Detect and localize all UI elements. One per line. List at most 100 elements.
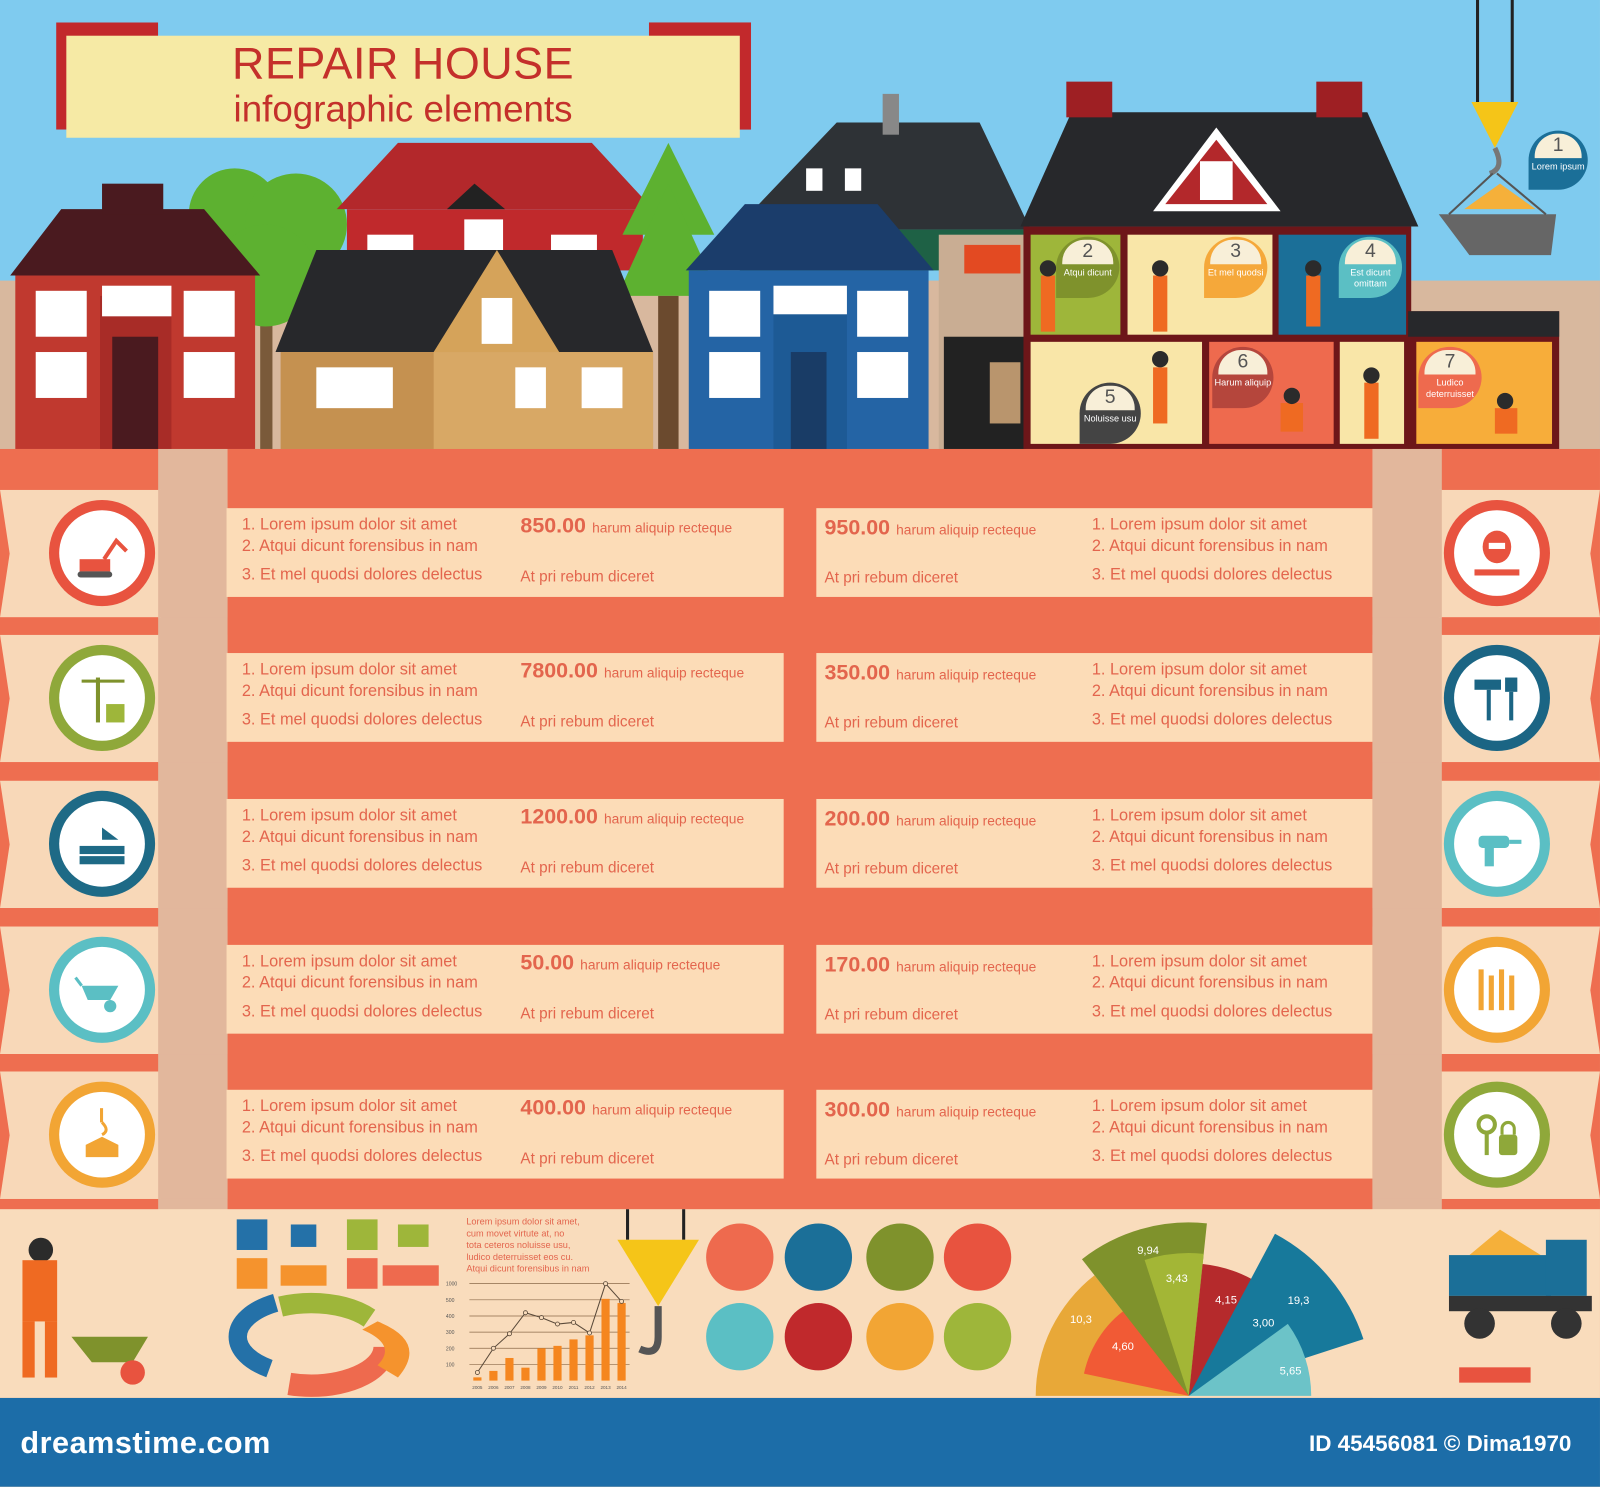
list-item: 1. Lorem ipsum dolor sit amet <box>1091 661 1307 679</box>
x-tick-label: 2013 <box>600 1385 611 1390</box>
list-item: 1. Lorem ipsum dolor sit amet <box>1091 953 1307 971</box>
slice-label: 4,60 <box>1112 1341 1134 1353</box>
price-note: At pri rebum diceret <box>824 1151 959 1169</box>
price-value: 300.00 <box>824 1097 891 1122</box>
price-caption: harum aliquip recteque <box>896 813 1037 829</box>
info-card-right: 300.00 harum aliquip recteque At pri rebu… <box>816 1089 1373 1179</box>
slice-label: 3,00 <box>1252 1317 1274 1329</box>
price-caption: harum aliquip recteque <box>896 1104 1037 1120</box>
footer-brand[interactable]: dreamstime.com <box>20 1426 271 1461</box>
room-tag-3: 3 Et mel quodsi <box>1204 236 1268 298</box>
y-tick-label: 500 <box>446 1298 455 1304</box>
right-row-icon-badge <box>1443 499 1550 607</box>
paragraph-line: Lorem ipsum dolor sit amet, <box>466 1216 580 1227</box>
dark-red-house <box>10 183 261 449</box>
page-title: REPAIR HOUSE <box>232 38 575 89</box>
left-row-icon-badge <box>48 936 156 1043</box>
list-item: 3. Et mel quodsi dolores delectus <box>1091 1003 1333 1021</box>
color-swatches <box>236 1219 439 1289</box>
price-caption: harum aliquip recteque <box>592 520 733 536</box>
y-tick-label: 400 <box>446 1314 455 1320</box>
room-label: Atqui dicunt <box>1063 267 1112 278</box>
slice-label: 5,65 <box>1280 1365 1302 1377</box>
polar-slice <box>1144 1253 1204 1396</box>
list-item: 1. Lorem ipsum dolor sit amet <box>241 1097 457 1116</box>
price-value: 400.00 <box>520 1095 586 1120</box>
x-tick-label: 2009 <box>536 1385 547 1390</box>
right-row-icon-badge <box>1443 644 1550 752</box>
worker-circle-icons <box>706 1223 1012 1371</box>
list-item: 2. Atqui dicunt forensibus in nam <box>241 537 478 556</box>
right-ribbon-fold <box>1372 1071 1442 1199</box>
right-row-icon-badge <box>1443 1081 1550 1188</box>
list-item: 2. Atqui dicunt forensibus in nam <box>241 1119 478 1137</box>
list-item: 3. Et mel quodsi dolores delectus <box>241 566 483 584</box>
right-ribbon-fold <box>1372 926 1442 1055</box>
list-item: 2. Atqui dicunt forensibus in nam <box>241 828 478 846</box>
room-tag-6: 6 Harum aliquip <box>1212 346 1274 409</box>
list-item: 1. Lorem ipsum dolor sit amet <box>1091 807 1307 825</box>
line-point <box>506 1331 512 1337</box>
x-tick-label: 2011 <box>569 1385 579 1390</box>
icon-disc <box>59 1091 145 1178</box>
paint-roller-brush-icon <box>1474 677 1518 721</box>
info-card-right: 950.00 harum aliquip recteque At pri rebu… <box>816 508 1373 597</box>
list-item: 1. Lorem ipsum dolor sit amet <box>241 516 457 534</box>
keys-lock-icon <box>1476 1114 1518 1156</box>
left-ribbon-fold <box>158 926 228 1055</box>
welding-mask-icon <box>1474 530 1520 576</box>
room-tag-2: 2 Atqui dicunt <box>1056 236 1120 298</box>
price-value: 950.00 <box>824 516 891 540</box>
wheelbarrow-icon <box>74 976 119 1013</box>
room-number: 4 <box>1344 239 1396 265</box>
list-item: 2. Atqui dicunt forensibus in nam <box>1091 537 1328 556</box>
room-label: Et mel quodsi <box>1207 267 1264 278</box>
list-item: 3. Et mel quodsi dolores delectus <box>241 1147 483 1166</box>
blue-house <box>685 204 934 449</box>
y-tick-label: 300 <box>446 1330 455 1336</box>
dump-truck-icon <box>1448 1229 1592 1383</box>
line-point <box>619 1298 625 1304</box>
line-point <box>523 1310 528 1316</box>
right-ribbon-fold <box>1372 489 1442 618</box>
list-item: 2. Atqui dicunt forensibus in nam <box>1091 682 1328 700</box>
line-point <box>555 1321 560 1327</box>
left-row-icon-badge <box>48 644 156 752</box>
left-ribbon-fold <box>158 634 228 763</box>
price-note: At pri rebum diceret <box>824 569 959 587</box>
footer-image-id: ID 45456081 © Dima1970 <box>1308 1430 1572 1457</box>
room-label: Ludico deterruisset <box>1425 377 1474 399</box>
info-card-left: 1. Lorem ipsum dolor sit amet 2. Atqui d… <box>226 508 784 597</box>
room-number: 5 <box>1085 385 1135 411</box>
icon-disc <box>1454 801 1540 887</box>
left-ribbon-fold <box>158 1071 228 1199</box>
polar-slice <box>1083 1305 1189 1396</box>
slice-label: 3,43 <box>1166 1273 1188 1285</box>
price-value: 170.00 <box>824 953 891 977</box>
y-tick-label: 200 <box>446 1346 455 1352</box>
icon-disc <box>1454 946 1540 1033</box>
bar <box>537 1348 546 1381</box>
price-note: At pri rebum diceret <box>520 568 654 586</box>
line-point <box>603 1281 609 1287</box>
hook-icon <box>617 1209 699 1355</box>
x-tick-label: 2012 <box>584 1385 595 1390</box>
room-tag-7: 7 Ludico deterruisset <box>1418 346 1482 409</box>
room-label: Lorem ipsum <box>1531 161 1585 172</box>
info-card-left: 1. Lorem ipsum dolor sit amet 2. Atqui d… <box>226 1089 784 1179</box>
x-tick-label: 2006 <box>488 1385 499 1390</box>
page-subtitle: infographic elements <box>233 87 573 130</box>
left-ribbon-fold <box>158 489 228 618</box>
right-row-icon-badge <box>1443 790 1550 897</box>
bar <box>553 1345 562 1381</box>
price-value: 7800.00 <box>520 659 598 683</box>
price-value: 50.00 <box>520 951 575 975</box>
paragraph-line: Atqui dicunt forensibus in nam <box>466 1263 590 1274</box>
footer: dreamstime.com ID 45456081 © Dima1970 <box>0 1397 1600 1487</box>
left-row-icon-badge <box>48 1081 156 1188</box>
price-note: At pri rebum diceret <box>520 1149 654 1168</box>
room-number: 6 <box>1218 349 1268 375</box>
price-caption: harum aliquip recteque <box>592 1102 733 1118</box>
title-banner: REPAIR HOUSE infographic elements <box>66 35 740 138</box>
price-caption: harum aliquip recteque <box>896 522 1037 538</box>
